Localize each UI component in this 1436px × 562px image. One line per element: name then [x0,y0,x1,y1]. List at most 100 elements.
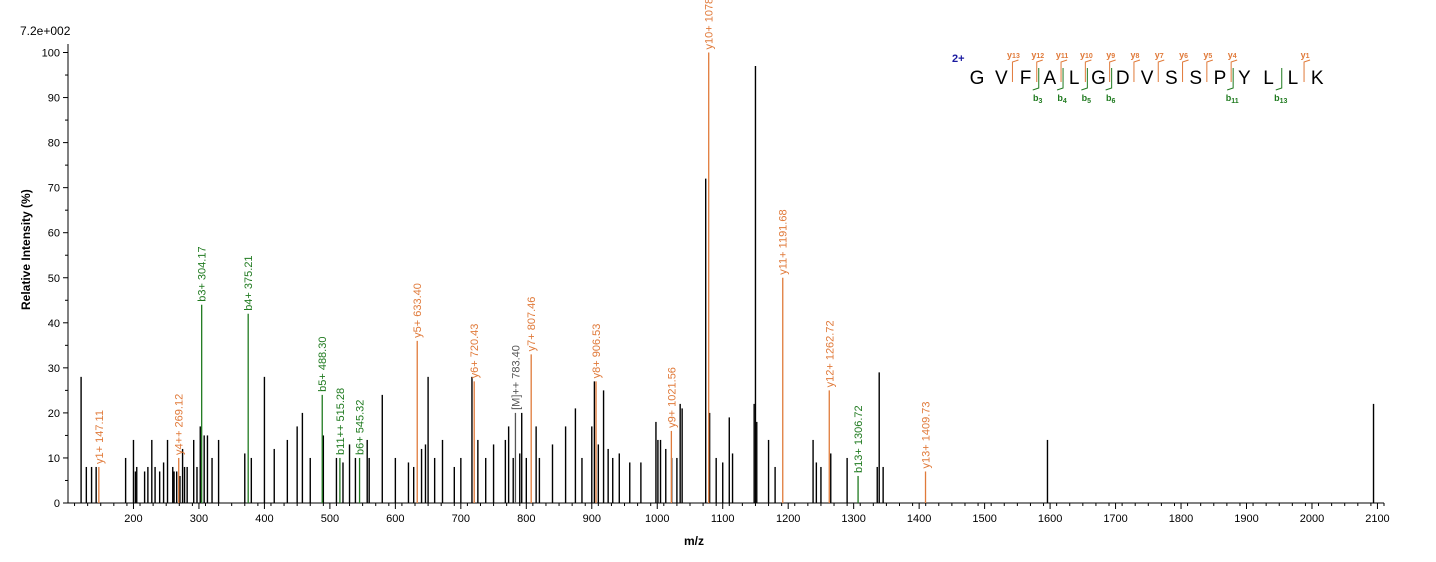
fragment-ion-label: y4 [1228,50,1237,60]
sequence-residue: F [1020,68,1032,89]
y-tick-label: 20 [48,408,60,420]
y-ion-bracket [1206,59,1214,82]
sequence-residue: S [1165,68,1178,89]
peak-label: b13+ 1306.72 [853,405,865,473]
max-intensity-label: 7.2e+002 [20,24,71,38]
sequence-residue: L [1263,68,1274,89]
y-tick-label: 0 [54,498,60,510]
y-ion-bracket [1084,59,1092,82]
axes: 0 10 20 30 40 50 60 70 80 90 100 200 300 400 500 600 700… [42,44,1390,525]
fragment-ion-label: b13 [1274,93,1287,105]
b-ion-bracket [1105,68,1113,91]
y-tick-label: 50 [48,273,60,285]
x-tick-label: 1400 [907,513,931,525]
fragment-ion-label: y5 [1203,50,1212,60]
y-axis-title: Relative Intensity (%) [19,189,33,310]
y-tick-label: 80 [48,138,60,150]
peak-label: b6+ 545.32 [355,400,367,455]
x-tick-label: 1300 [841,513,865,525]
fragment-ion-label: b3 [1033,93,1043,105]
sequence-residue: S [1189,68,1202,89]
fragment-ion-label: y7 [1155,50,1164,60]
x-tick-label: 1800 [1169,513,1193,525]
fragment-ion-label: b11 [1226,93,1239,105]
x-tick-label: 900 [583,513,601,525]
sequence-residue: P [1214,68,1227,89]
y-ion-bracket [1036,59,1043,82]
peak-label: y10+ 1078.59 [704,0,716,50]
fragment-ion-label: b6 [1106,93,1116,105]
unannotated-peaks [80,66,1375,503]
charge-state: 2+ [952,53,965,65]
y-tick-label: 60 [48,228,60,240]
peak-label: y8+ 906.53 [591,324,603,379]
sequence-residue: Y [1238,68,1251,89]
peak-label: b11++ 515.28 [335,388,347,455]
sequence-residue: V [1141,68,1154,89]
fragment-ion-label: y10 [1080,50,1093,60]
y-tick-label: 70 [48,183,60,195]
x-tick-label: 400 [255,513,273,525]
x-tick-label: 200 [124,513,142,525]
x-tick-label: 500 [321,513,339,525]
x-tick-label: 1500 [972,513,996,525]
x-tick-label: 1100 [711,513,735,525]
y-ion-bracket [1109,59,1116,82]
fragment-ion-label: y9 [1106,50,1115,60]
x-tick-label: 1200 [776,513,800,525]
sequence-residue: A [1044,68,1057,89]
b-ion-bracket [1081,68,1088,91]
sequence-residue: K [1311,68,1324,89]
peak-label: b5+ 488.30 [317,337,329,392]
sequence-residue: L [1288,68,1299,89]
x-tick-label: 800 [517,513,535,525]
x-tick-label: 1000 [645,513,669,525]
fragment-ion-label: y12 [1031,50,1044,60]
peak-label: b3+ 304.17 [197,246,209,301]
sequence-residue: V [995,68,1008,89]
y-tick-label: 90 [48,93,60,105]
y-tick-label: 40 [48,318,60,330]
x-axis-title: m/z [684,534,704,548]
peak-label: y11+ 1191.68 [778,209,790,274]
fragment-ion-label: y1 [1301,50,1310,60]
x-tick-label: 300 [190,513,208,525]
y-ion-bracket [1060,59,1068,82]
b-ion-bracket [1226,68,1234,91]
x-tick-label: 1600 [1038,513,1062,525]
fragment-ion-label: y8 [1130,50,1139,60]
x-tick-label: 1700 [1103,513,1127,525]
y-tick-label: 10 [48,453,60,465]
x-tick-label: 600 [386,513,404,525]
peak-label: y9+ 1021.56 [666,367,678,428]
fragment-ion-label: y11 [1056,50,1069,60]
peak-label: [M]++ 783.40 [510,345,522,410]
fragment-ion-label: b4 [1057,93,1067,105]
fragment-ion-label: b5 [1082,93,1092,105]
b-ion-bracket [1275,68,1283,91]
peak-label: y13+ 1409.73 [921,401,933,468]
y-tick-label: 100 [42,48,60,60]
sequence-residue: G [970,68,985,89]
y-ion-bracket [1157,59,1165,82]
peak-label: y4++ 269.12 [174,394,186,455]
y-ion-bracket [1011,59,1019,82]
peak-label: y1+ 147.11 [94,410,106,464]
peak-label: y12+ 1262.72 [824,320,836,387]
fragment-ion-label: y13 [1007,50,1020,60]
sequence-residue: L [1069,68,1080,89]
x-tick-label: 2000 [1300,513,1324,525]
y-ion-bracket [1303,59,1311,82]
b-ion-bracket [1056,68,1064,91]
x-tick-label: 700 [452,513,470,525]
y-tick-label: 30 [48,363,60,375]
peak-label: y6+ 720.43 [469,324,481,379]
y-ion-bracket [1133,59,1141,82]
sequence-residue: D [1116,68,1130,89]
b-ion-bracket [1032,68,1040,91]
annotated-peaks: y1+ 147.11 y4++ 269.12 b3+ 304.17 b4+ 375.2… [94,0,933,503]
fragment-ion-label: y6 [1179,50,1188,60]
peak-label: y7+ 807.46 [526,297,538,352]
